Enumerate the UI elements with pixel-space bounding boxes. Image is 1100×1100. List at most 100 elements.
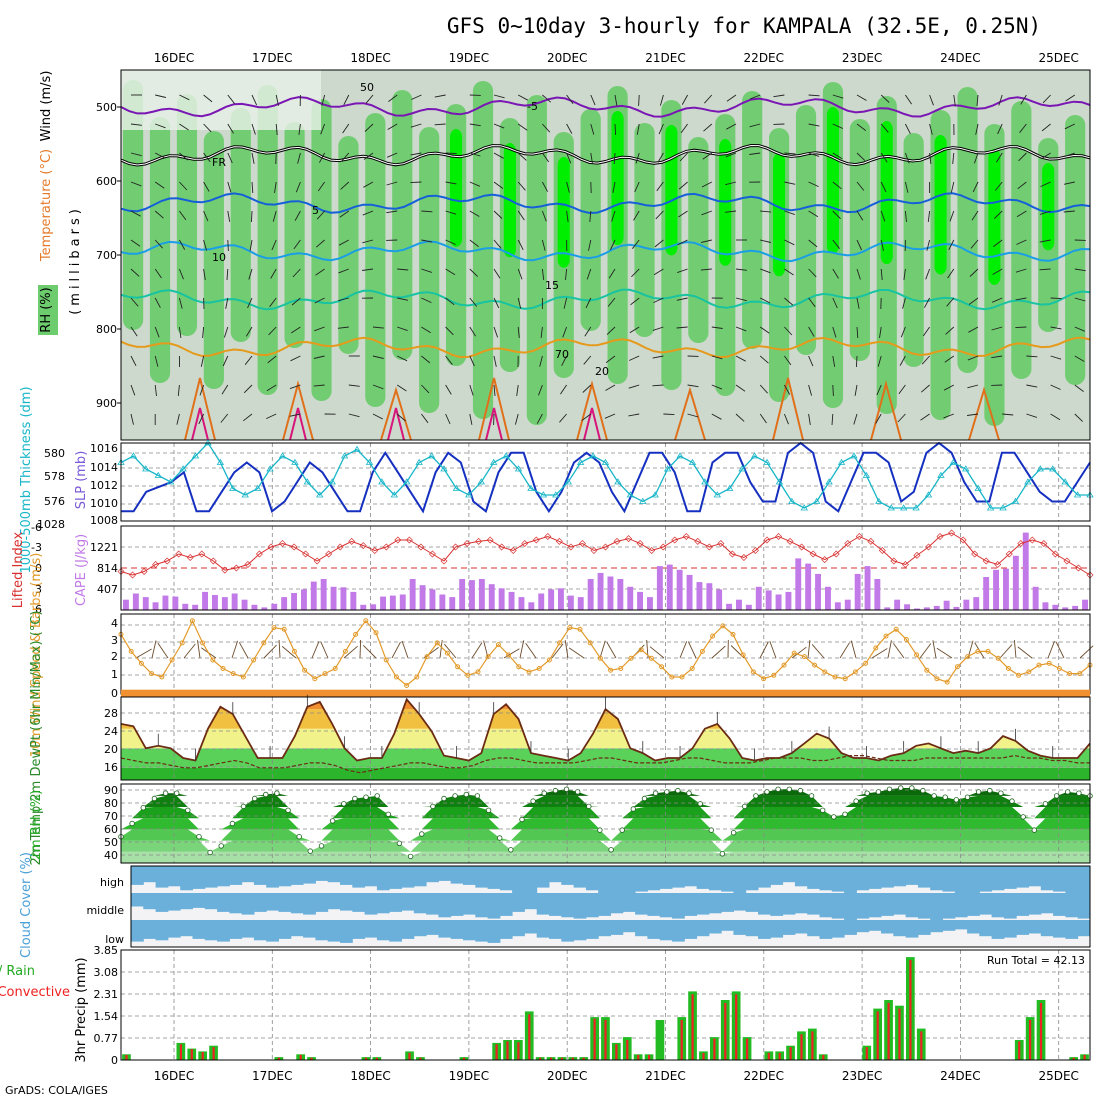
thickness-point xyxy=(775,478,784,485)
wind-barb xyxy=(469,123,481,127)
cloud-bar xyxy=(881,893,894,916)
wind-barb xyxy=(1064,152,1075,158)
cloud-bar xyxy=(868,920,882,931)
wind-speed-point xyxy=(363,618,369,624)
wind-barb xyxy=(397,297,409,301)
cloud-bar xyxy=(942,920,956,931)
rh-point xyxy=(931,793,937,799)
precip-convective-bar xyxy=(375,1057,378,1060)
wind-barb-10m xyxy=(231,640,239,659)
wind-barb-10m xyxy=(807,640,811,659)
thickness-line xyxy=(120,441,1090,509)
thickness-point xyxy=(663,465,672,472)
wind-barb xyxy=(154,326,160,338)
rh-high-column xyxy=(665,125,678,256)
cloud-bar xyxy=(340,893,353,911)
wind-barb xyxy=(1026,384,1038,388)
li-point xyxy=(671,536,679,544)
cloud-bar xyxy=(684,893,698,916)
wind-barb xyxy=(972,181,979,193)
wind-barb xyxy=(967,384,979,389)
wind-barb xyxy=(397,268,409,271)
thickness-point xyxy=(763,458,771,465)
cloud-bar xyxy=(844,893,857,920)
top-date-label: 16DEC xyxy=(154,51,194,65)
thickness-point xyxy=(216,458,225,465)
wind-speed-point xyxy=(424,654,430,660)
wind-barb xyxy=(996,152,1003,163)
top-date-axis: 16DEC 17DEC 18DEC 19DEC 20DEC 21DEC 22DEC 23DEC… xyxy=(154,51,1079,65)
wind-barb xyxy=(469,152,481,157)
cloud-bar xyxy=(622,893,636,912)
thickness-point xyxy=(1024,478,1032,485)
cloud-bar xyxy=(930,866,943,891)
wind-barb xyxy=(831,413,834,426)
wind-tick: 4 xyxy=(111,617,118,630)
cloud-bar xyxy=(1053,893,1066,916)
cloud-bar xyxy=(278,866,292,887)
wind-barb-10m xyxy=(811,644,825,659)
rh-point xyxy=(964,794,971,800)
li-tick: 0 xyxy=(35,562,42,575)
wind-barb xyxy=(808,94,820,97)
li-point xyxy=(290,543,298,551)
wind-speed-point xyxy=(801,654,807,660)
wind-barb xyxy=(542,152,550,163)
cloud-bar xyxy=(635,866,648,892)
cloud-bar xyxy=(635,893,648,915)
wind-barb xyxy=(493,210,503,219)
wind-barb xyxy=(832,210,841,220)
cape-bar xyxy=(1072,605,1079,610)
cloud-bar xyxy=(782,920,796,935)
wind-barb xyxy=(687,384,699,388)
wind-barb-10m xyxy=(423,647,439,659)
wind-barb xyxy=(493,326,499,338)
wind-barb xyxy=(469,297,478,307)
cloud-bar xyxy=(1077,920,1091,937)
cloud-bar xyxy=(303,920,316,938)
wind-barb xyxy=(905,94,912,105)
cloud-bar xyxy=(290,920,304,937)
wind-barb xyxy=(130,355,137,367)
wind-barb xyxy=(340,181,350,190)
bottom-date-label: 16DEC xyxy=(154,1069,194,1083)
cloud-bar xyxy=(696,893,710,915)
li-point xyxy=(982,557,990,565)
wind-barb xyxy=(605,384,616,391)
li-point xyxy=(613,537,621,545)
cloud-bar xyxy=(954,920,968,930)
rh-point xyxy=(497,835,503,841)
wind-barb xyxy=(337,297,349,302)
rh-point xyxy=(786,786,792,792)
cloud-bar xyxy=(684,866,698,887)
li-point xyxy=(417,543,425,551)
cloud-bar xyxy=(1040,866,1054,891)
thickness-point xyxy=(887,504,895,511)
dewpoint-line xyxy=(120,754,1090,774)
wind-barb xyxy=(920,413,930,421)
warm-isotherm-spike xyxy=(968,386,1000,441)
rh-point xyxy=(474,793,481,799)
cape-bar xyxy=(439,594,446,610)
thickness-point xyxy=(949,458,958,465)
hot-isotherm-spike xyxy=(289,407,307,441)
thickness-point xyxy=(452,484,461,491)
wind-barb xyxy=(1041,123,1051,132)
precip-convective-bar xyxy=(735,994,738,1060)
cloud-bar xyxy=(536,893,550,915)
warm-isotherm-spike xyxy=(282,380,314,441)
cloud-bar xyxy=(794,866,808,887)
cloud-bar xyxy=(241,920,255,938)
wind-barb xyxy=(726,94,737,102)
wind-speed-point xyxy=(1016,672,1022,678)
thickness-point xyxy=(750,452,759,459)
wind-barb xyxy=(421,413,429,424)
wind-barb xyxy=(250,210,253,223)
wind-barb xyxy=(561,355,568,367)
wind-barb xyxy=(1074,268,1086,272)
wind-barb xyxy=(784,181,796,185)
rh-point xyxy=(1020,814,1026,820)
rh-point xyxy=(274,790,280,796)
cape-bar xyxy=(627,586,634,610)
rh-shade-band xyxy=(121,851,1090,863)
